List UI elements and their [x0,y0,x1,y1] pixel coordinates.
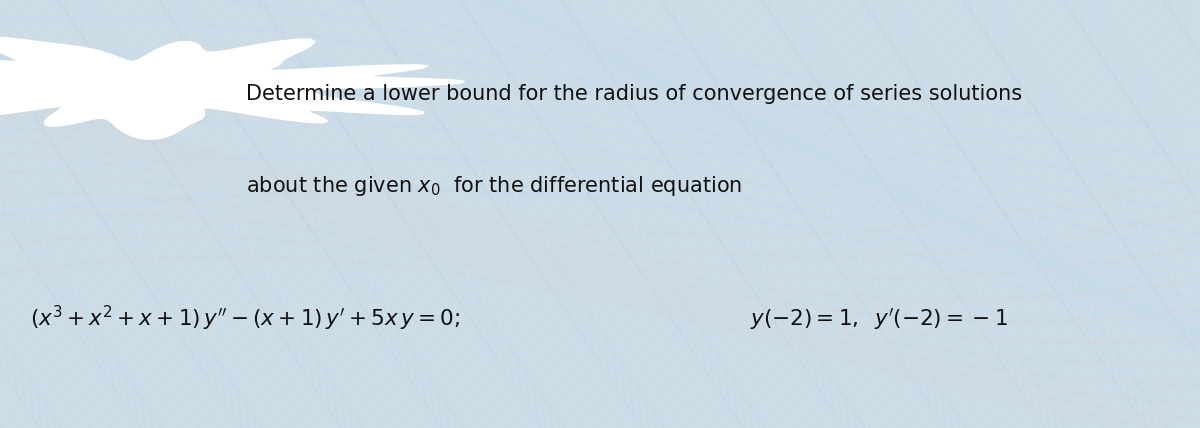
Text: $y(-2) = 1, \;\; y^{\prime}(-2) = -1$: $y(-2) = 1, \;\; y^{\prime}(-2) = -1$ [750,306,1008,332]
Text: $(x^3 + x^2 + x + 1)\,y^{\prime\prime} - (x + 1)\,y^{\prime} + 5x\,y = 0;$: $(x^3 + x^2 + x + 1)\,y^{\prime\prime} -… [30,304,460,333]
Text: Determine a lower bound for the radius of convergence of series solutions: Determine a lower bound for the radius o… [246,84,1022,104]
Polygon shape [0,38,464,139]
Text: about the given $x_0$  for the differential equation: about the given $x_0$ for the differenti… [246,174,743,198]
